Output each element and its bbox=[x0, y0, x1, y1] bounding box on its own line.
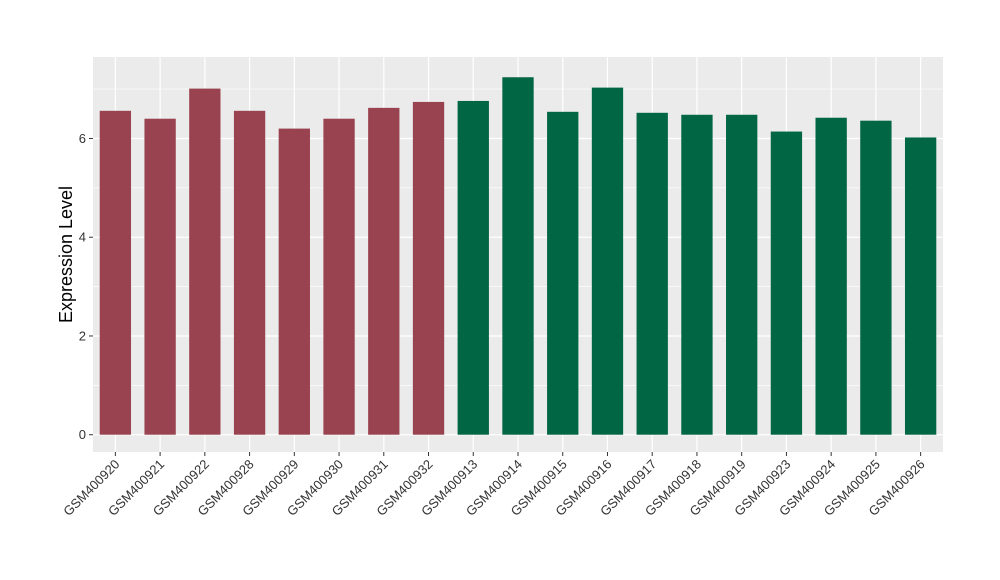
y-tick-label: 2 bbox=[79, 328, 86, 343]
bar-gsm400919 bbox=[726, 114, 758, 435]
bars bbox=[99, 77, 937, 435]
bar-gsm400924 bbox=[815, 117, 847, 435]
y-axis: 0 2 4 6 bbox=[79, 131, 93, 442]
bar-gsm400932 bbox=[412, 101, 445, 435]
x-axis: GSM400920GSM400921GSM400922GSM400928GSM4… bbox=[60, 452, 928, 519]
bar-gsm400916 bbox=[591, 87, 624, 435]
bar-gsm400915 bbox=[547, 111, 579, 435]
bar-gsm400930 bbox=[323, 118, 355, 435]
y-tick-label: 4 bbox=[79, 230, 86, 245]
bar-gsm400920 bbox=[99, 110, 132, 435]
bar-gsm400913 bbox=[457, 100, 489, 435]
bar-gsm400925 bbox=[860, 120, 892, 435]
bar-gsm400917 bbox=[636, 112, 668, 435]
bar-gsm400918 bbox=[681, 114, 713, 435]
bar-gsm400928 bbox=[233, 110, 266, 435]
bar-gsm400929 bbox=[278, 128, 310, 435]
bar-gsm400931 bbox=[368, 107, 400, 435]
bar-gsm400914 bbox=[502, 77, 534, 435]
bar-gsm400922 bbox=[189, 88, 221, 435]
bar-gsm400921 bbox=[144, 118, 176, 435]
bar-gsm400926 bbox=[904, 137, 937, 435]
y-tick-label: 6 bbox=[79, 131, 86, 146]
y-tick-label: 0 bbox=[79, 427, 86, 442]
bar-gsm400923 bbox=[770, 131, 803, 435]
y-axis-title: Expression Level bbox=[56, 186, 76, 323]
